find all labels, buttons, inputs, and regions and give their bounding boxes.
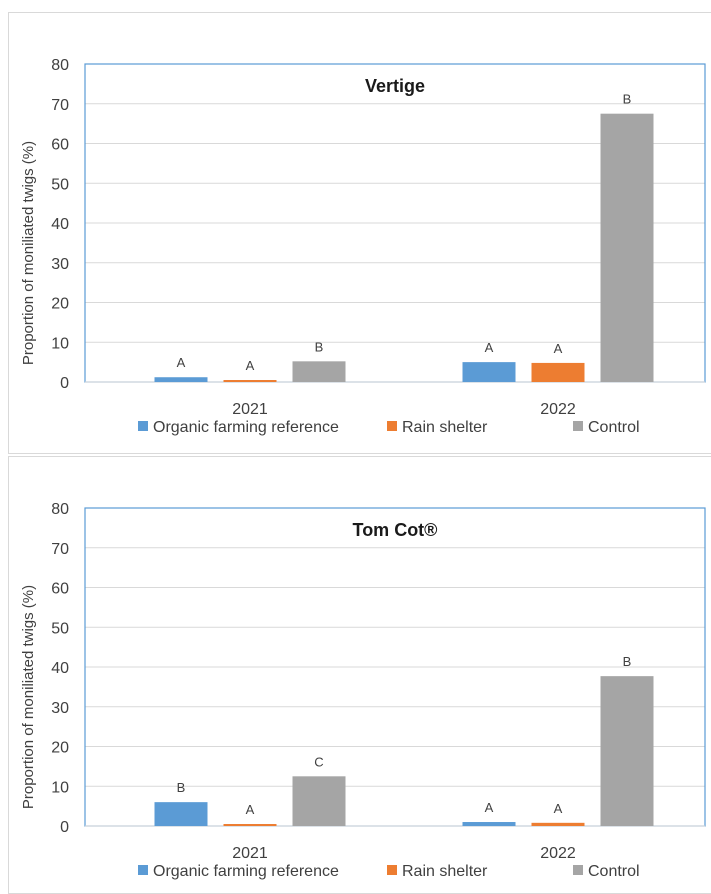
bar	[154, 802, 208, 826]
chart-panel-tom-cot: 0 10 20 30 40 50 60 70 80 B A C 2021 A A B 2022 Tom Cot® P…	[0, 456, 711, 894]
bar	[531, 362, 585, 382]
bar	[462, 362, 516, 382]
bar	[600, 113, 654, 382]
legend-label: Organic farming reference	[153, 419, 339, 436]
bar-data-label: A	[246, 802, 255, 817]
bar-data-label: A	[485, 800, 494, 815]
y-tick-label: 50	[51, 176, 69, 193]
y-tick-label: 80	[51, 501, 69, 518]
y-tick-label: 70	[51, 541, 69, 558]
bar-data-label: A	[554, 801, 563, 816]
y-tick-label: 70	[51, 97, 69, 114]
y-tick-label: 10	[51, 335, 69, 352]
y-tick-label: 40	[51, 216, 69, 233]
panel-frame	[8, 12, 711, 454]
bar	[292, 361, 346, 382]
x-tick-label: 2022	[540, 845, 576, 862]
legend-swatch	[138, 421, 148, 431]
legend-swatch	[387, 865, 397, 875]
y-tick-label: 30	[51, 700, 69, 717]
chart-title: Vertige	[365, 76, 425, 96]
legend-label: Rain shelter	[402, 419, 488, 436]
y-axis-label: Proportion of moniliated twigs (%)	[20, 141, 37, 365]
legend-swatch	[573, 865, 583, 875]
y-tick-label: 0	[60, 375, 69, 392]
bar	[223, 380, 277, 382]
bar-data-label: B	[315, 339, 324, 354]
y-tick-label: 0	[60, 819, 69, 836]
bar-data-label: B	[623, 92, 632, 107]
legend-label: Control	[588, 863, 640, 880]
bar-data-label: A	[554, 341, 563, 356]
bar	[462, 822, 516, 826]
bar-data-label: A	[485, 340, 494, 355]
chart-vertige: 0 10 20 30 40 50 60 70 80 A A B 2021 A A B 2022 Vertige Pr…	[20, 57, 706, 436]
bar	[531, 822, 585, 826]
legend-label: Rain shelter	[402, 863, 488, 880]
y-tick-label: 20	[51, 740, 69, 757]
chart-tom-cot: 0 10 20 30 40 50 60 70 80 B A C 2021 A A B 2022 Tom Cot® P…	[20, 501, 706, 880]
bar-data-label: B	[623, 654, 632, 669]
y-tick-label: 80	[51, 57, 69, 74]
x-tick-label: 2021	[232, 401, 268, 418]
chart-title: Tom Cot®	[353, 520, 438, 540]
bar-data-label: A	[177, 355, 186, 370]
y-tick-label: 60	[51, 137, 69, 154]
y-tick-label: 60	[51, 581, 69, 598]
legend-swatch	[138, 865, 148, 875]
legend-label: Organic farming reference	[153, 863, 339, 880]
bar-data-label: A	[246, 358, 255, 373]
y-axis-label: Proportion of moniliated twigs (%)	[20, 585, 37, 809]
bar	[600, 676, 654, 826]
legend-swatch	[387, 421, 397, 431]
x-tick-label: 2021	[232, 845, 268, 862]
legend-label: Control	[588, 419, 640, 436]
y-tick-label: 10	[51, 779, 69, 796]
bar	[223, 824, 277, 826]
bar	[292, 776, 346, 826]
y-tick-label: 50	[51, 620, 69, 637]
chart-panel-vertige: 0 10 20 30 40 50 60 70 80 A A B 2021 A A B 2022 Vertige Pr…	[0, 12, 711, 454]
bar	[154, 377, 208, 382]
bar-data-label: B	[177, 780, 186, 795]
legend-swatch	[573, 421, 583, 431]
bar-data-label: C	[314, 754, 323, 769]
x-tick-label: 2022	[540, 401, 576, 418]
y-tick-label: 40	[51, 660, 69, 677]
y-tick-label: 20	[51, 296, 69, 313]
y-tick-label: 30	[51, 256, 69, 273]
